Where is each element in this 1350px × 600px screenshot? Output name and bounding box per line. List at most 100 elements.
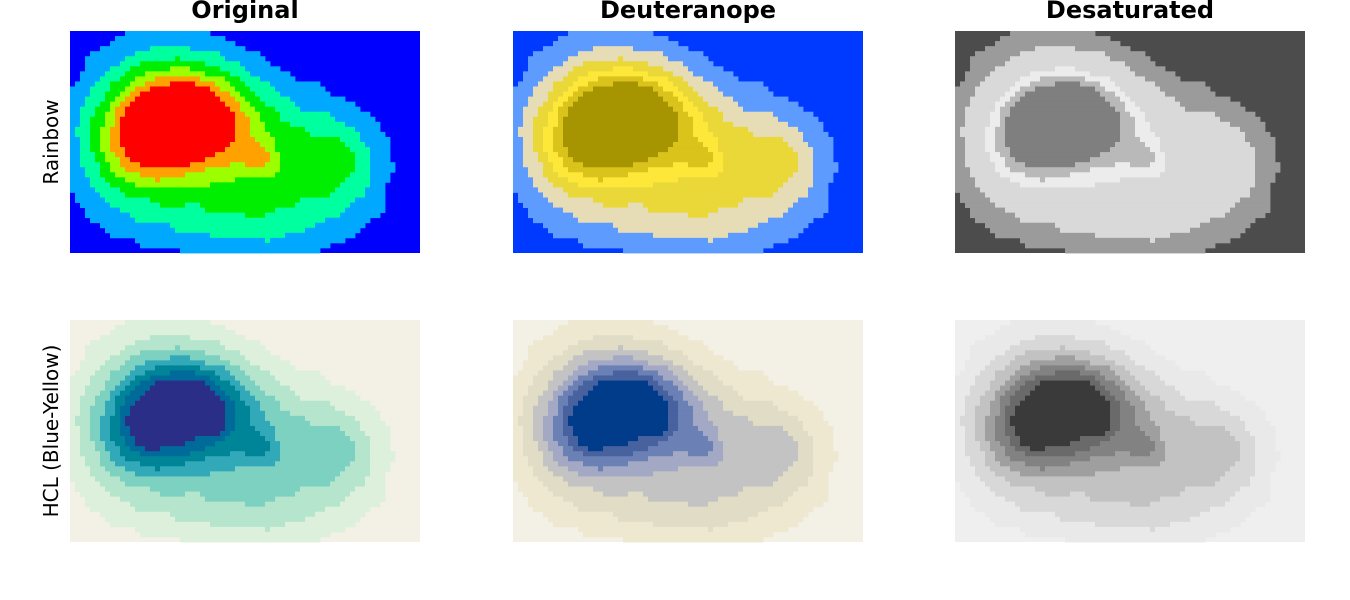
heatmap-cell [603,466,679,472]
heatmap-cell [1120,121,1136,128]
heatmap-cell [265,237,271,244]
heatmap-cell [355,197,386,203]
heatmap-cell [513,476,539,482]
heatmap-cell [190,451,231,457]
heatmap-cell [240,101,251,108]
heatmap-cell [215,152,271,158]
heatmap-cell [1015,212,1131,219]
heatmap-cell [985,481,1011,487]
heatmap-cell [583,106,664,113]
heatmap-cell [1110,345,1151,351]
heatmap-cell [1120,405,1136,412]
heatmap-cell [80,491,111,497]
heatmap-cell [1225,212,1266,219]
heatmap-cell [975,506,1021,513]
heatmap-cell [90,131,101,138]
heatmap-cell [1115,162,1131,168]
heatmap-cell [523,121,534,128]
heatmap-cell [523,365,544,371]
heatmap-cell [1120,96,1131,103]
heatmap-cell [135,436,196,442]
heatmap-cell [563,121,574,128]
heatmap-cell [713,81,764,87]
heatmap-cell [1090,496,1161,503]
heatmap-cell [723,162,799,168]
heatmap-cell [135,340,221,346]
heatmap-cell [120,496,206,503]
heatmap-cell [80,425,91,432]
heatmap-cell [1150,526,1156,533]
heatmap-cell [265,526,271,533]
heatmap-cell [1015,116,1111,123]
heatmap-cell [220,375,236,381]
heatmap-cell [1010,71,1031,77]
heatmap-cell [130,81,146,87]
heatmap-cell [235,385,246,392]
heatmap-cell [975,436,986,442]
heatmap-cell [1135,405,1146,412]
heatmap-cell [100,162,111,168]
heatmap-cell [85,96,106,103]
heatmap-cell [528,167,544,173]
heatmap-cell [1215,192,1251,198]
heatmap-cell [563,142,574,148]
heatmap-cell [688,162,709,168]
heatmap-cell [713,526,789,533]
heatmap-cell [955,131,961,138]
heatmap-cell [355,451,371,457]
heatmap-cell [583,380,599,386]
heatmap-cell [960,192,986,198]
heatmap-cell [563,136,574,143]
heatmap-cell [1010,167,1091,173]
heatmap-cell [230,451,246,457]
heatmap-cell [1015,446,1031,452]
heatmap-cell [995,375,1011,381]
heatmap-cell [210,182,341,188]
heatmap-cell [965,152,981,158]
heatmap-cell [220,355,246,361]
heatmap-cell [195,81,216,87]
heatmap-cell [523,71,549,77]
heatmap-cell [1010,56,1061,62]
heatmap-cell [538,187,564,193]
heatmap-cell [1190,126,1241,133]
heatmap-cell [688,96,704,103]
heatmap-cell [1160,142,1231,148]
heatmap-cell [1055,355,1076,361]
heatmap-cell [220,340,261,346]
heatmap-cell [280,157,356,163]
heatmap-cell [120,121,131,128]
heatmap-cell [1055,66,1076,72]
heatmap-cell [548,446,564,452]
heatmap-cell [85,167,101,173]
heatmap-cell [110,375,126,381]
heatmap-cell [1010,385,1021,392]
heatmap-cell [340,182,371,188]
heatmap-cell [813,177,834,183]
heatmap-cell [533,410,549,417]
heatmap-cell [1135,375,1161,381]
heatmap-cell [205,91,216,97]
heatmap-cell [990,486,1036,492]
heatmap-cell [548,385,559,392]
heatmap-cell [553,101,564,108]
heatmap-cell [1115,360,1136,366]
heatmap-cell [1105,385,1121,392]
heatmap-cell [160,177,236,183]
heatmap-cell [70,136,81,143]
heatmap-cell [110,131,121,138]
heatmap-cell [1165,167,1241,173]
heatmap-cell [955,446,966,452]
heatmap-cell [598,466,604,472]
heatmap-cell [70,415,76,422]
heatmap-cell [748,126,799,133]
heatmap-cell [513,431,524,437]
heatmap-cell [985,431,996,437]
heatmap-cell [1130,400,1146,407]
heatmap-cell [733,121,789,128]
heatmap-cell [1155,157,1166,163]
heatmap-cell [708,410,734,417]
heatmap-cell [1130,162,1151,168]
heatmap-cell [573,66,614,72]
heatmap-cell [613,66,634,72]
